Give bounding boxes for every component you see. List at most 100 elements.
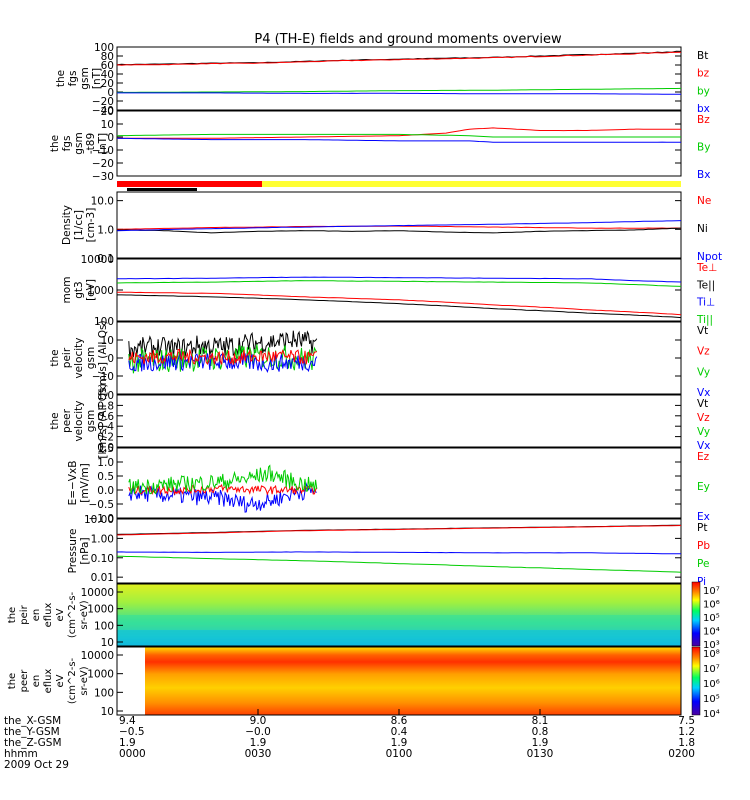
y-tick-label: 10000 bbox=[81, 650, 114, 662]
series-line bbox=[128, 348, 317, 366]
legend-entry: Vy bbox=[697, 366, 710, 378]
colorbar-label: 10⁴ bbox=[703, 709, 720, 720]
y-tick-label: −10 bbox=[92, 145, 114, 157]
panel-frame bbox=[116, 447, 682, 519]
panel-frame bbox=[116, 258, 682, 322]
legend-entry: Te|| bbox=[696, 279, 715, 291]
legend-entry: Ez bbox=[697, 451, 710, 463]
y-tick-label: 0.4 bbox=[97, 421, 114, 433]
y-tick-label: 0.01 bbox=[91, 572, 114, 584]
x-tick-label: 0.4 bbox=[391, 726, 408, 738]
series-line bbox=[128, 483, 318, 496]
y-tick-label: 1.00 bbox=[91, 533, 114, 545]
spectrogram-electron bbox=[116, 646, 682, 716]
y-tick-label: 0.5 bbox=[97, 471, 114, 483]
spectrogram-electron-image bbox=[145, 647, 681, 715]
y-axis-label: [nT] bbox=[91, 68, 103, 89]
panel-frame bbox=[116, 518, 682, 584]
series-line bbox=[117, 92, 682, 95]
y-axis-label: sr-eV) bbox=[79, 666, 90, 695]
legend-entry: by bbox=[697, 85, 710, 97]
panel-7: 1.5 1.0 0.5 0.0 −0.5 −1.0 E=−VxB [mV/m] Ez Ey Ex bbox=[67, 443, 710, 525]
y-axis-label: peir bbox=[19, 604, 30, 624]
y-tick-label: 100 bbox=[94, 687, 114, 699]
legend-entry: Vt bbox=[697, 398, 708, 410]
y-tick-label: 1000 bbox=[87, 669, 114, 681]
y-axis-label: [km/s] (All Qs) bbox=[97, 320, 109, 395]
legend-entry: Vy bbox=[697, 426, 710, 438]
y-axis-label: the bbox=[55, 70, 67, 87]
colorbar-label: 10⁴ bbox=[703, 627, 720, 638]
y-tick-label: 10000 bbox=[81, 587, 114, 599]
y-axis-label: en bbox=[31, 609, 42, 622]
y-tick-label: 0.8 bbox=[97, 400, 114, 412]
x-tick-label: 8.1 bbox=[532, 715, 549, 727]
series-line bbox=[116, 220, 682, 232]
legend-entry: Vx bbox=[697, 440, 710, 452]
legend-entry: Pt bbox=[697, 522, 707, 534]
spectrogram-electron-blank bbox=[117, 647, 145, 715]
legend-entry: Vx bbox=[697, 387, 710, 399]
y-tick-label: 1000 bbox=[87, 604, 114, 616]
y-axis-label: gsm bbox=[79, 67, 91, 89]
x-tick-label: 1.8 bbox=[678, 737, 695, 749]
colorbar-label: 10⁷ bbox=[703, 586, 720, 597]
y-axis-label: en bbox=[31, 675, 42, 688]
x-tick-label: 1.9 bbox=[250, 737, 267, 749]
x-tick-label: 0000 bbox=[119, 748, 146, 760]
y-axis-label: the bbox=[7, 607, 18, 623]
legend-entry: Ex bbox=[697, 511, 710, 523]
panel-frame bbox=[116, 394, 682, 448]
y-tick-label: 20 bbox=[101, 78, 114, 90]
y-tick-label: 40 bbox=[101, 69, 114, 81]
series-line bbox=[117, 87, 682, 93]
y-tick-label: 60 bbox=[101, 60, 114, 72]
series-line bbox=[116, 50, 682, 66]
y-axis-label: [eV] bbox=[85, 279, 97, 301]
series-line bbox=[116, 280, 682, 287]
y-axis-label: mom bbox=[61, 277, 73, 304]
legend-entry: Ey bbox=[697, 481, 710, 493]
y-axis-label: the bbox=[7, 673, 18, 689]
y-tick-label: 0.0 bbox=[97, 485, 114, 497]
y-axis-label: [nT] bbox=[97, 133, 109, 154]
y-tick-label: −10 bbox=[92, 371, 114, 383]
y-axis-label: gsm bbox=[73, 132, 85, 154]
series-line bbox=[128, 464, 318, 495]
y-axis-label: (cm^2-s- bbox=[67, 591, 78, 638]
series-line bbox=[117, 291, 682, 316]
legend-entry: Pb bbox=[697, 540, 710, 552]
legend-entry: bz bbox=[697, 68, 710, 80]
y-tick-label: 0.2 bbox=[97, 432, 114, 444]
x-tick-label: 7.5 bbox=[678, 715, 695, 727]
y-tick-label: 1.5 bbox=[97, 443, 114, 455]
series-line bbox=[116, 51, 682, 66]
legend-entry: Ti|| bbox=[696, 314, 713, 326]
legend-entry: Te⊥ bbox=[696, 262, 717, 274]
y-axis-label: -t89 bbox=[85, 133, 97, 154]
y-tick-label: 0 bbox=[107, 353, 114, 365]
panel-5: 10 0 −10 the peir velocity gsm [km/s] (All Qs) V… bbox=[49, 320, 710, 399]
y-axis-label: [nPa] bbox=[79, 537, 91, 564]
y-axis-label: velocity bbox=[73, 337, 85, 378]
x-axis-row-label: 2009 Oct 29 bbox=[4, 759, 69, 771]
y-axis-label: the bbox=[49, 135, 61, 152]
legend-entry: Pe bbox=[697, 558, 709, 570]
x-tick-label: 8.6 bbox=[391, 715, 408, 727]
y-tick-label: 0 bbox=[107, 87, 114, 99]
x-tick-label: 1.9 bbox=[532, 737, 549, 749]
spectrogram-ion-band bbox=[117, 615, 681, 625]
y-axis-label: E=−VxB bbox=[67, 461, 79, 506]
x-tick-label: 0030 bbox=[245, 748, 272, 760]
y-tick-label: 1000 bbox=[87, 285, 114, 297]
y-axis-label: peer bbox=[19, 669, 30, 693]
panel-3: 10.0 1.0 0.1 Density [1/cc] [cm-3] Ne Ni Npot bbox=[61, 191, 722, 265]
series-line bbox=[128, 481, 317, 513]
legend-entry: bx bbox=[697, 103, 710, 115]
y-tick-label: 10.0 bbox=[91, 196, 114, 208]
x-tick-label: −0.5 bbox=[119, 726, 145, 738]
series-line bbox=[116, 525, 682, 536]
status-bar-black bbox=[127, 188, 197, 191]
y-axis-label: (cm^2-s- bbox=[67, 657, 78, 704]
